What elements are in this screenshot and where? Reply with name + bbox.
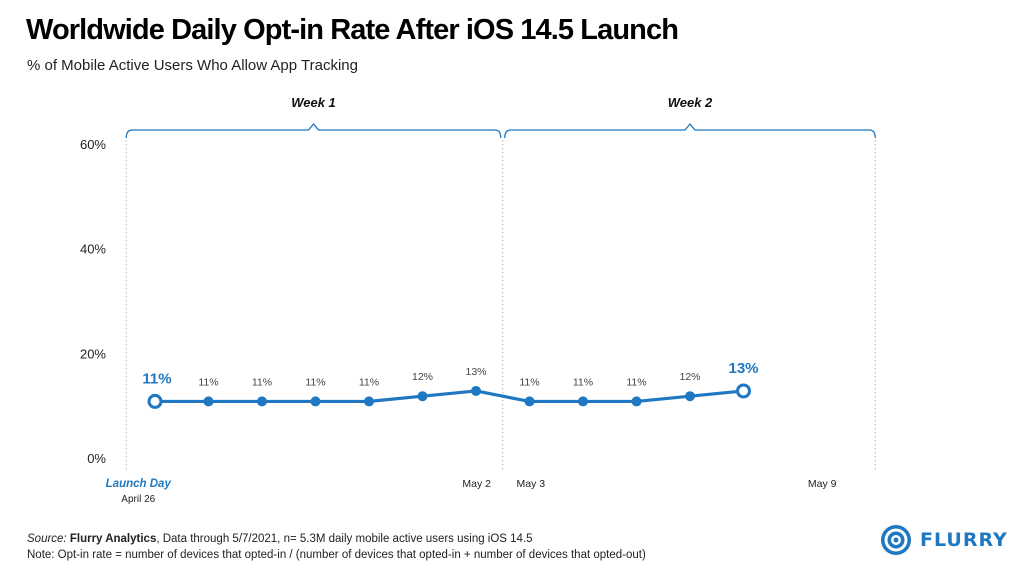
y-tick-label: 40% (80, 242, 106, 257)
x-axis-label: Launch Day (106, 478, 172, 490)
y-tick-label: 0% (87, 451, 106, 466)
flurry-logo-icon (881, 525, 911, 555)
data-point (364, 396, 374, 407)
x-axis-label: May 3 (517, 478, 546, 490)
x-axis-label: May 2 (462, 478, 491, 490)
data-point (147, 393, 163, 409)
data-label: 12% (412, 371, 433, 383)
chart-title: Worldwide Daily Opt-in Rate After iOS 14… (26, 14, 679, 46)
data-label: 11% (305, 376, 325, 388)
flurry-logo-text: FLURRY (920, 529, 1008, 551)
data-point (524, 396, 535, 407)
data-label: 11% (252, 376, 272, 388)
data-point (736, 383, 751, 399)
data-label: 11% (198, 376, 218, 388)
chart-subtitle: % of Mobile Active Users Who Allow App T… (27, 57, 358, 74)
source-label: Source: (27, 533, 67, 545)
flurry-logo: FLURRY (880, 524, 1008, 556)
week-label: Week 2 (668, 95, 713, 110)
x-axis-sublabel: April 26 (121, 494, 155, 505)
data-label: 11% (573, 376, 593, 388)
source-name: Flurry Analytics (69, 533, 157, 545)
data-point (203, 396, 214, 407)
data-label: 13% (465, 366, 486, 378)
data-point (417, 391, 428, 402)
data-point (310, 396, 321, 407)
series-line (155, 389, 744, 404)
data-label: 12% (679, 371, 700, 383)
y-tick-label: 60% (80, 137, 106, 152)
week-brace (125, 122, 502, 139)
data-label: 13% (728, 360, 758, 377)
data-point (471, 385, 481, 396)
data-label: 11% (359, 376, 379, 388)
week-brace (504, 122, 876, 139)
y-tick-label: 20% (80, 346, 106, 361)
data-point (257, 396, 267, 407)
data-point (631, 396, 642, 407)
data-point (685, 391, 695, 402)
footer: Source: Flurry Analytics, Data through 5… (27, 531, 646, 563)
data-point (578, 396, 588, 407)
data-label: 11% (626, 376, 646, 388)
source-details: , Data through 5/7/2021, n= 5.3M daily m… (156, 533, 533, 545)
data-label: 11% (519, 376, 539, 388)
week-label: Week 1 (291, 95, 336, 110)
data-label: 11% (142, 370, 171, 387)
note-line: Note: Opt-in rate = number of devices th… (27, 549, 646, 561)
source-line: Source: Flurry Analytics, Data through 5… (27, 531, 646, 547)
x-axis-label: May 9 (808, 478, 837, 490)
